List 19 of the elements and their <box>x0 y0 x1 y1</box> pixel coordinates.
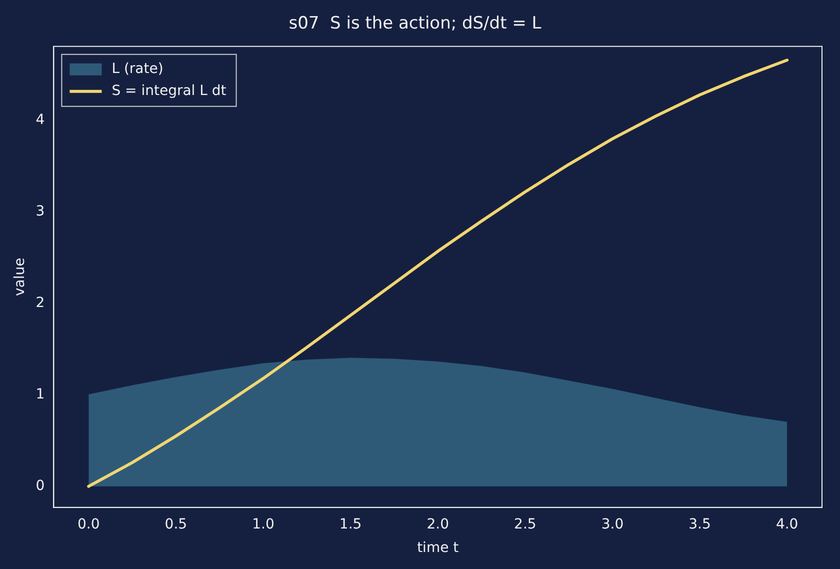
chart-title: s07 S is the action; dS/dt = L <box>288 14 542 34</box>
x-axis-title: time t <box>417 540 460 556</box>
y-tick-label: 1 <box>36 386 45 403</box>
y-tick-label: 0 <box>36 478 45 494</box>
legend-label: S = integral L dt <box>112 83 227 100</box>
y-axis-title: value <box>12 258 28 296</box>
y-tick-label: 2 <box>36 295 45 312</box>
x-tick-label: 3.0 <box>601 516 624 532</box>
x-tick-label: 2.5 <box>514 516 536 532</box>
legend-label: L (rate) <box>112 61 164 78</box>
x-tick-label: 1.5 <box>339 516 362 532</box>
x-tick-label: 1.0 <box>252 516 274 532</box>
x-tick-label: 0.5 <box>164 516 188 532</box>
x-tick-label: 2.0 <box>426 516 449 532</box>
x-tick-label: 3.5 <box>688 516 711 532</box>
x-tick-label: 4.0 <box>776 516 798 532</box>
y-tick-label: 3 <box>36 204 45 220</box>
y-tick-label: 4 <box>36 112 45 128</box>
x-tick-label: 0.0 <box>77 516 100 532</box>
